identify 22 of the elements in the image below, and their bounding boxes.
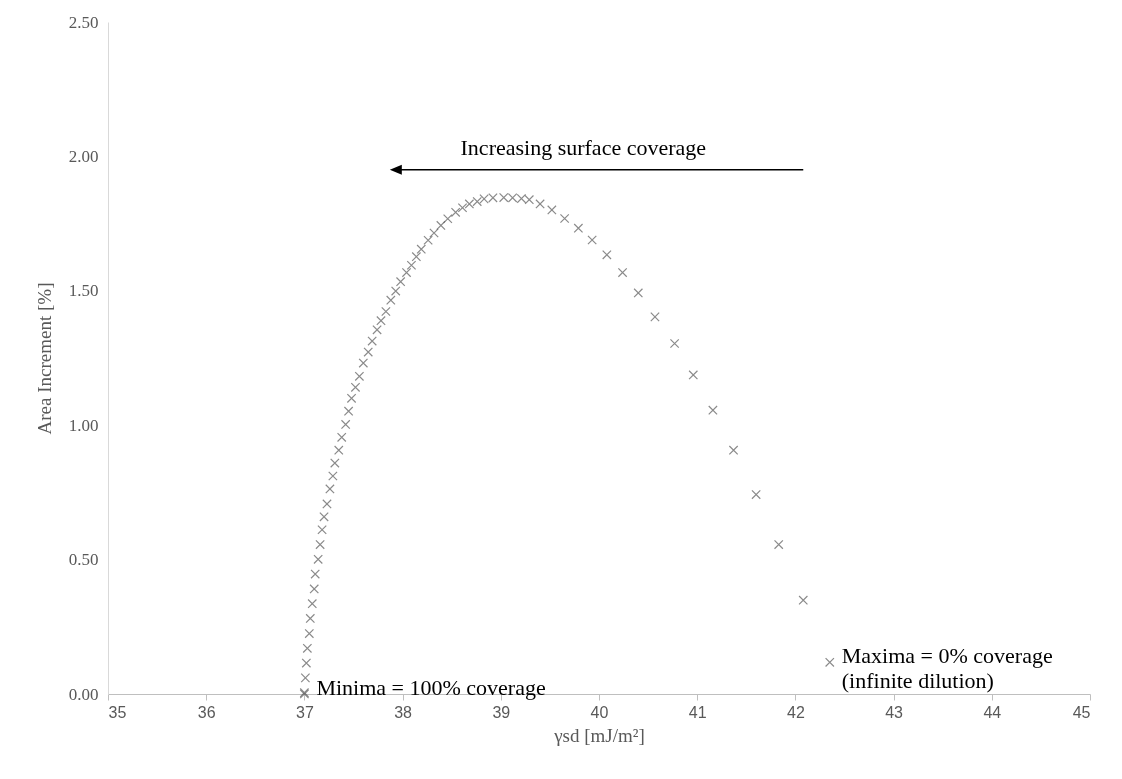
x-tick-label: 44 bbox=[983, 703, 1002, 721]
x-tick-label: 37 bbox=[296, 703, 314, 721]
y-tick-label: 2.00 bbox=[68, 146, 99, 166]
annotation: Maxima = 0% coverage (infinite dilution) bbox=[841, 643, 1053, 694]
x-tick-label: 43 bbox=[885, 703, 904, 721]
y-tick-label: 1.50 bbox=[68, 281, 99, 301]
x-tick-label: 42 bbox=[787, 703, 805, 721]
x-axis-title: γsd [mJ/m²] bbox=[553, 724, 645, 746]
x-tick-label: 41 bbox=[688, 703, 707, 721]
y-tick-label: 0.50 bbox=[68, 550, 99, 570]
x-tick-label: 39 bbox=[492, 703, 511, 721]
y-tick-label: 2.50 bbox=[68, 12, 99, 32]
x-tick-label: 45 bbox=[1072, 703, 1091, 721]
x-tick-label: 40 bbox=[590, 703, 609, 721]
annotation: Increasing surface coverage bbox=[460, 134, 707, 160]
x-tick-label: 36 bbox=[197, 703, 216, 721]
y-axis-title: Area Increment [%] bbox=[33, 282, 55, 435]
annotation: Minima = 100% coverage bbox=[316, 675, 546, 700]
y-tick-label: 0.00 bbox=[68, 684, 99, 704]
x-tick-label: 35 bbox=[108, 703, 127, 721]
x-tick-label: 38 bbox=[394, 703, 413, 721]
y-tick-label: 1.00 bbox=[68, 415, 99, 435]
